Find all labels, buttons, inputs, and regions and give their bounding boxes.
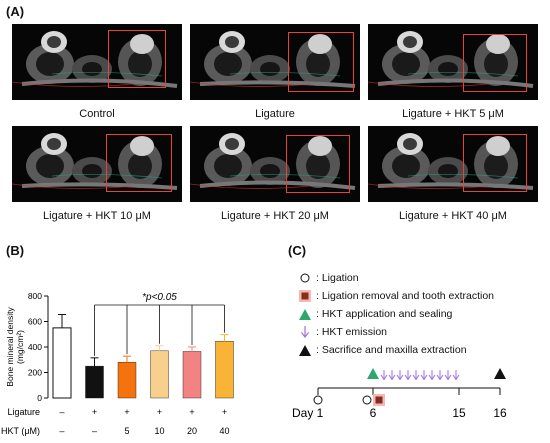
ct-scan-graphic (12, 31, 178, 88)
panel-a-label: (A) (6, 4, 25, 19)
ligature-value: + (124, 407, 129, 417)
emission-arrows (380, 370, 460, 381)
bar-2 (117, 362, 137, 399)
emission-arrow-head (396, 374, 404, 381)
ligature-value: + (189, 407, 194, 417)
emission-arrow-head (412, 374, 420, 381)
legend-text: : Ligation removal and tooth extraction (316, 290, 495, 302)
y-tick-label: 0 (37, 393, 42, 403)
ct-scan-graphic (190, 133, 356, 190)
y-tick-label: 600 (28, 317, 42, 327)
significance-label: *p<0.05 (142, 292, 177, 303)
hkt-value: 40 (219, 426, 229, 436)
bone-density-chart: 0 200 400 600 800 Bone mineral density (mg/cm²… (1, 291, 234, 436)
legend-emission: : HKT emission (298, 326, 387, 338)
row-label-hkt: HKT (μM) (1, 426, 40, 436)
day-label-16: 16 (493, 406, 507, 420)
ligature-value: + (92, 407, 97, 417)
legend-application: : HKT application and sealing (298, 308, 452, 320)
roi-box (463, 134, 527, 192)
day-label-6: 6 (370, 406, 377, 420)
micro-ct-image (190, 24, 360, 100)
emission-arrow-head (404, 374, 412, 381)
legend-text: : HKT application and sealing (316, 308, 453, 320)
black-triangle-icon (298, 344, 312, 356)
timeline: Day 1 6 15 16 (292, 368, 507, 420)
ct-scan-graphic (12, 133, 178, 190)
bar-0 (52, 327, 72, 399)
y-tick-label: 400 (28, 342, 42, 352)
roi-box (108, 30, 166, 88)
image-caption: Ligature (255, 108, 295, 120)
black-triangle-icon (494, 368, 506, 379)
ligature-value: + (157, 407, 162, 417)
legend-text: : Sacrifice and maxilla extraction (316, 344, 467, 356)
ct-scan-graphic (190, 31, 356, 88)
micro-ct-image (368, 24, 538, 100)
arrow-icon (298, 326, 312, 338)
panel-c-label: (C) (288, 243, 307, 258)
emission-arrow-head (436, 374, 444, 381)
hkt-value: 5 (124, 426, 129, 436)
image-caption: Ligature + HKT 40 μM (399, 210, 507, 222)
bar-1 (85, 365, 104, 399)
square-icon (298, 290, 312, 302)
ct-scan-graphic (368, 133, 534, 190)
roi-box (288, 32, 354, 92)
image-caption: Ligature + HKT 5 μM (402, 108, 504, 120)
emission-arrow-head (420, 374, 428, 381)
legend-ligation: : Ligation (298, 272, 359, 284)
bar-5 (215, 341, 234, 399)
micro-ct-image (368, 126, 538, 202)
green-triangle-icon (298, 308, 312, 320)
y-axis-label: Bone mineral density (5, 307, 15, 387)
image-caption: Ligature + HKT 20 μM (221, 210, 329, 222)
emission-arrow-head (388, 374, 396, 381)
micro-ct-image (12, 24, 182, 100)
ligature-value: – (59, 407, 64, 417)
row-label-ligature: Ligature (7, 407, 40, 417)
roi-box (106, 134, 172, 192)
micro-ct-image (190, 126, 360, 202)
timeline-axis-label: Day (292, 406, 313, 420)
legend-sacrifice: : Sacrifice and maxilla extraction (298, 344, 467, 356)
circle-icon (298, 272, 312, 284)
hkt-value: – (92, 426, 97, 436)
hkt-value: 10 (154, 426, 164, 436)
timeline-legend: : Ligation : Ligation removal and tooth … (298, 272, 548, 362)
circle-icon (362, 395, 372, 405)
legend-removal: : Ligation removal and tooth extraction (298, 290, 494, 302)
emission-arrow-head (380, 374, 388, 381)
square-icon-inner (375, 396, 383, 404)
panel-b-label: (B) (6, 243, 25, 258)
legend-text: : Ligation (316, 272, 359, 284)
roi-box (463, 34, 527, 92)
roi-box (286, 135, 350, 193)
micro-ct-image (12, 126, 182, 202)
y-tick-label: 200 (28, 368, 42, 378)
emission-arrow-head (444, 374, 452, 381)
y-tick-label: 800 (28, 291, 42, 301)
green-triangle-icon (367, 368, 379, 379)
circle-icon (313, 395, 323, 405)
emission-arrow-head (452, 374, 460, 381)
emission-arrow-head (428, 374, 436, 381)
hkt-value: – (59, 426, 64, 436)
image-caption: Control (79, 108, 115, 120)
legend-text: : HKT emission (316, 326, 387, 338)
y-axis-label: (mg/cm²) (15, 330, 25, 364)
hkt-value: 20 (187, 426, 197, 436)
day-label-1: 1 (317, 406, 324, 420)
ct-scan-graphic (368, 31, 534, 88)
ligature-value: + (222, 407, 227, 417)
bar-3 (150, 350, 169, 399)
image-caption: Ligature + HKT 10 μM (43, 210, 151, 222)
bar-4 (182, 351, 202, 399)
day-label-15: 15 (452, 406, 466, 420)
